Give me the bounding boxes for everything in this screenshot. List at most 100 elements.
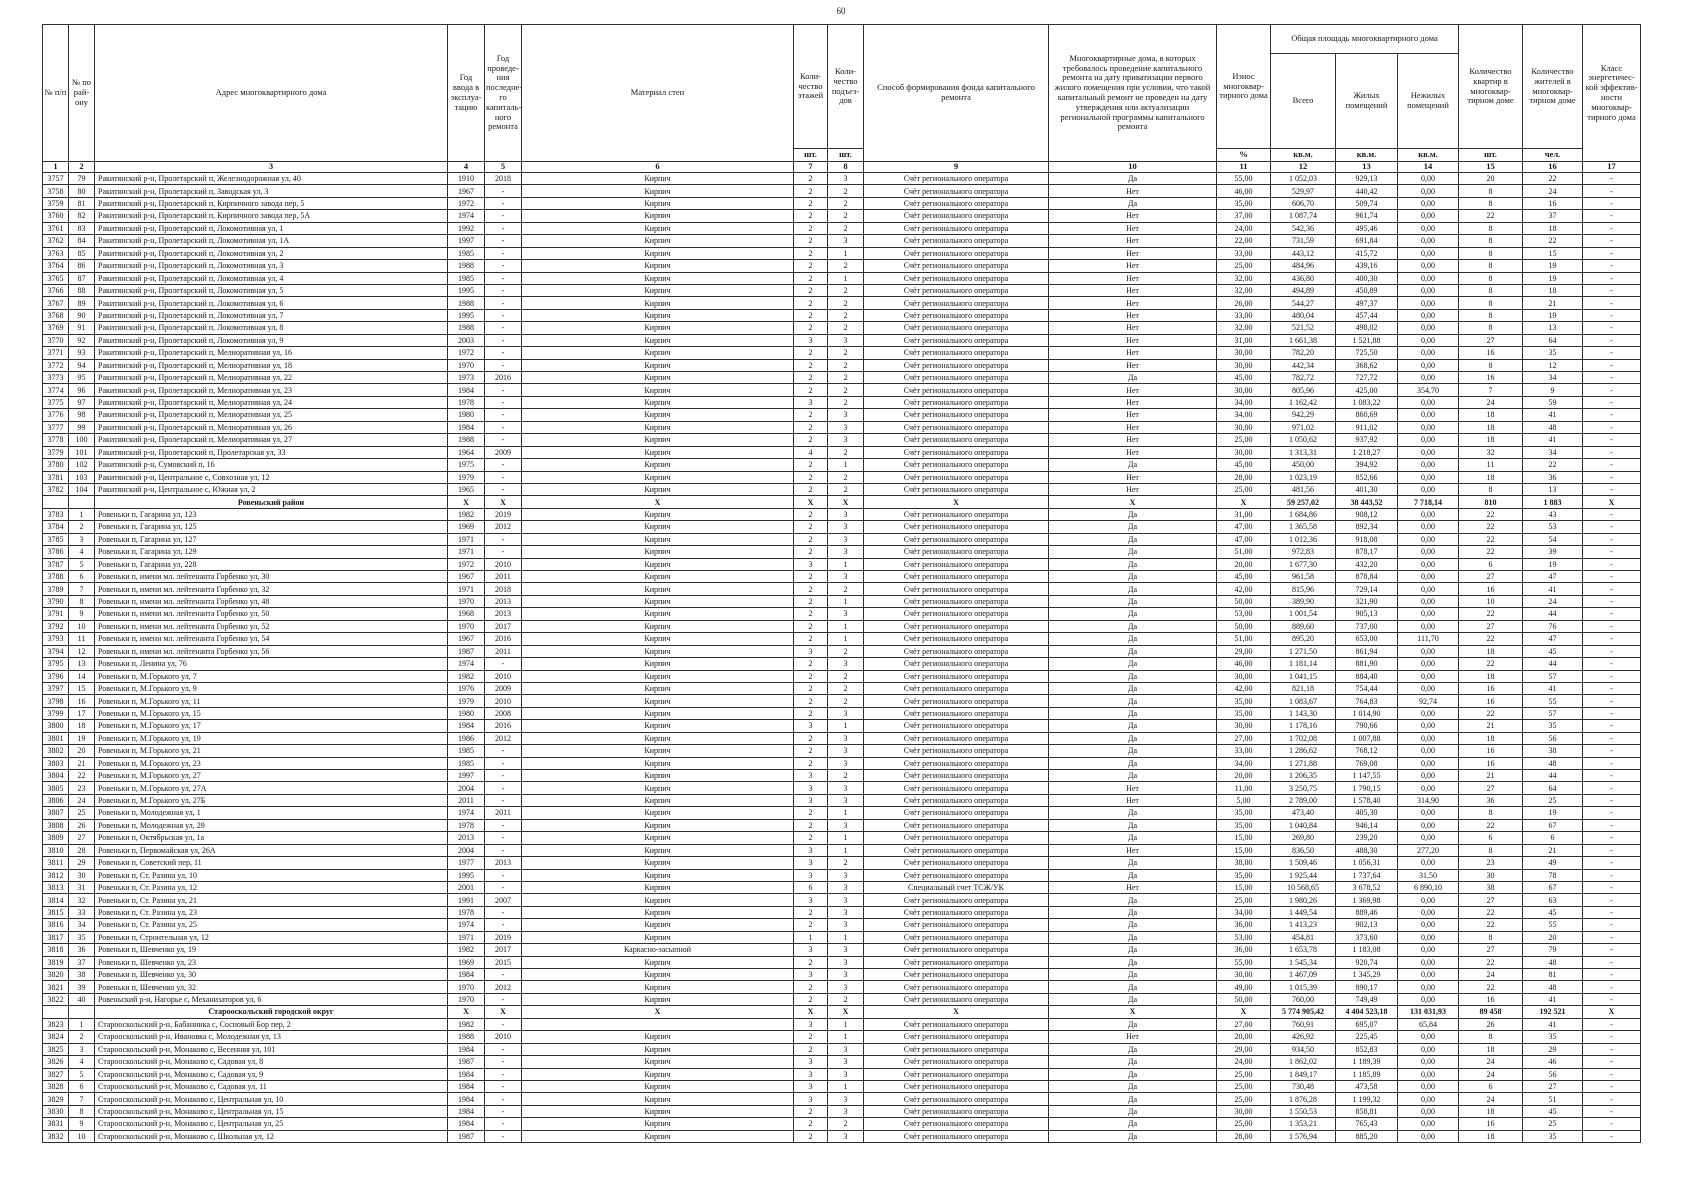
cell: Счёт регионального оператора	[863, 706, 1049, 721]
cell: 2	[793, 1104, 828, 1119]
cell: 1970	[447, 980, 485, 994]
cell: 1 876,28	[1270, 1092, 1336, 1106]
cell: Да	[1048, 905, 1217, 920]
cell: 32,00	[1216, 283, 1271, 298]
cell: Да	[1048, 1042, 1217, 1057]
cell: Кирпич	[521, 1042, 794, 1057]
cell: 3768	[42, 308, 69, 323]
cell: Счёт регионального оператора	[863, 1042, 1049, 1057]
cell: 2019	[484, 507, 522, 522]
cell: 3790	[42, 594, 69, 609]
cell: 54	[1522, 532, 1583, 547]
table-row: 3797 15 Ровеньки п, М.Горького ул, 9 1976 20…	[42, 681, 1641, 696]
cell: 3806	[42, 793, 69, 808]
cell: -	[484, 333, 522, 348]
cell: 16	[1458, 582, 1523, 596]
cell: 2018	[484, 582, 522, 596]
cell: 425,00	[1335, 383, 1398, 397]
cell: 1978	[447, 395, 485, 410]
cell: Да	[1048, 532, 1217, 547]
cell: 23	[68, 781, 95, 795]
cell: 27,00	[1216, 1017, 1271, 1032]
cell: Кирпич	[521, 818, 794, 833]
cell: -	[1582, 1129, 1641, 1144]
cell: -	[1582, 793, 1641, 808]
cell: 1984	[447, 383, 485, 397]
cell: Счёт регионального оператора	[863, 644, 1049, 659]
cell: 21	[68, 756, 95, 771]
cell: 725,50	[1335, 346, 1398, 360]
cell: 22	[1458, 532, 1523, 547]
cell: 529,97	[1270, 184, 1336, 198]
cell: 18	[1458, 408, 1523, 422]
cell: 1 012,36	[1270, 532, 1336, 547]
cell: X	[484, 1005, 522, 1019]
cell: Да	[1048, 1129, 1217, 1144]
cell: -	[484, 744, 522, 758]
cell: Нет	[1048, 482, 1217, 497]
cell: 46,00	[1216, 184, 1271, 198]
cell: 2	[793, 433, 828, 447]
cell: 4 404 523,18	[1335, 1005, 1398, 1019]
cell: Кирпич	[521, 806, 794, 820]
cell: Счёт регионального оператора	[863, 681, 1049, 696]
table-row: 3763 85 Ракитянский р-н, Пролетарский п, Л…	[42, 246, 1641, 261]
cell: 6	[68, 1079, 95, 1094]
cell: -	[1582, 856, 1641, 870]
cell: 1 467,09	[1270, 967, 1336, 982]
cell: 8	[1458, 234, 1523, 248]
cell: 0,00	[1397, 1117, 1459, 1131]
cell: 2	[827, 321, 864, 335]
cell: 29	[1522, 1042, 1583, 1057]
cell: 1970	[447, 992, 485, 1007]
cell: 1 509,46	[1270, 856, 1336, 870]
cell: Да	[1048, 370, 1217, 385]
header-wall-material: Материал стен	[521, 24, 794, 162]
cell: 3767	[42, 296, 69, 310]
cell: Старооскольский р-н, Ивановка с, Молодеж…	[94, 1030, 448, 1044]
cell: Счёт регионального оператора	[863, 980, 1049, 994]
cell: 2	[793, 259, 828, 273]
table-row: 3793 11 Ровеньки п, имени мл. лейтенанта Г…	[42, 632, 1641, 646]
cell: 3	[827, 333, 864, 348]
cell: -	[484, 408, 522, 422]
cell: Ровеньки п, имени мл. лейтенанта Горбенк…	[94, 619, 448, 634]
cell: -	[1582, 1067, 1641, 1081]
cell: 1987	[447, 1055, 485, 1069]
cell: 22,00	[1216, 234, 1271, 248]
cell: 2016	[484, 719, 522, 733]
cell: 0,00	[1397, 395, 1459, 410]
cell: -	[1582, 296, 1641, 310]
cell: Кирпич	[521, 482, 794, 497]
cell: -	[484, 793, 522, 808]
cell: 0,00	[1397, 532, 1459, 547]
cell: 2	[827, 445, 864, 460]
cell: 691,84	[1335, 234, 1398, 248]
cell: 2015	[484, 955, 522, 970]
cell: 0,00	[1397, 955, 1459, 970]
cell: 3	[793, 781, 828, 795]
cell: 1974	[447, 806, 485, 820]
cell: -	[1582, 943, 1641, 957]
unit-area-total: кв.м.	[1270, 148, 1336, 162]
cell: 2	[793, 283, 828, 298]
cell: 1984	[447, 1042, 485, 1057]
cell: -	[484, 283, 522, 298]
cell: Старооскольский р-н, Бабанинка с, Соснов…	[94, 1017, 448, 1032]
cell: 7	[68, 582, 95, 596]
cell: 1	[827, 619, 864, 634]
cell: 3816	[42, 918, 69, 932]
cell: 34	[68, 918, 95, 932]
cell: 415,72	[1335, 246, 1398, 261]
column-number: 5	[484, 161, 522, 173]
cell: 2	[793, 1030, 828, 1044]
cell: 2	[68, 1030, 95, 1044]
cell: 8	[1458, 196, 1523, 211]
cell: Счёт регионального оператора	[863, 955, 1049, 970]
cell: Ровеньки п, Шевченко ул, 19	[94, 943, 448, 957]
cell: 1 023,19	[1270, 470, 1336, 484]
cell: 239,20	[1335, 831, 1398, 845]
cell: 432,20	[1335, 557, 1398, 572]
cell: 3	[793, 1055, 828, 1069]
cell: Ровеньки п, М.Горького ул, 11	[94, 694, 448, 708]
